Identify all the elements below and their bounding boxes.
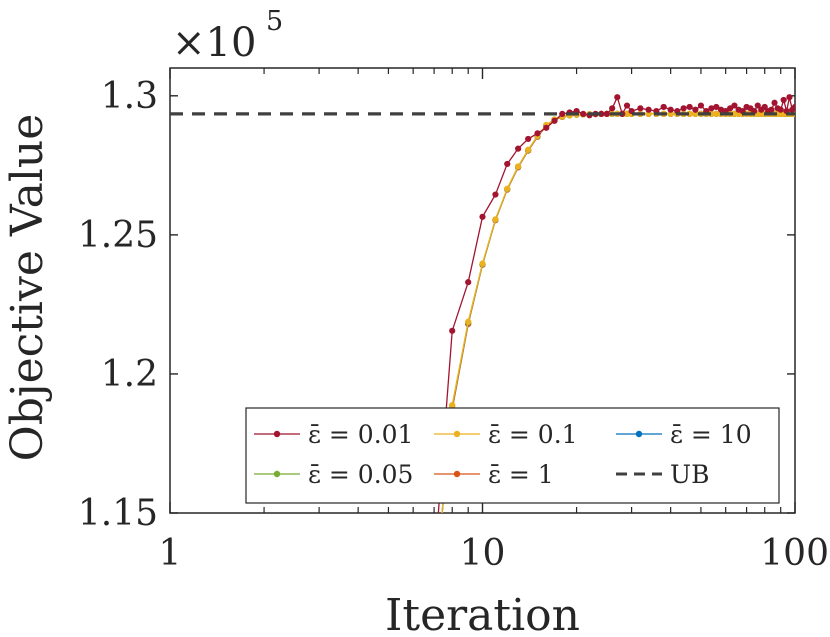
x-axis-title: Iteration [385,590,580,637]
legend-label: ε̄ = 0.01 [308,420,413,449]
series-point [761,103,768,111]
series-point [791,103,795,111]
legend-marker [453,470,461,478]
y-tick-label: 1.25 [78,215,158,256]
series-point [609,105,616,112]
minor-ticks [263,68,782,513]
y-axis-title: Objective Value [2,114,53,462]
legend: ε̄ = 0.01 ε̄ = 0.1 ε̄ = 10 ε̄ = 0.05 ε̄ = 1 U… [245,407,780,504]
series-point [667,106,674,113]
legend-entry: ε̄ = 0.1 [434,420,578,449]
series-point [771,99,778,106]
data-layer [170,94,795,572]
series-point [680,105,687,112]
series-point [777,106,784,113]
series-point [623,110,631,117]
series-point [492,216,499,223]
series-point [534,130,541,137]
legend-marker [453,430,461,438]
series-line [441,113,795,513]
series-point [525,135,532,143]
y-exponent-label: ×10 5 [172,6,283,66]
series-point [768,106,775,113]
y-exponent-power: 5 [266,6,283,37]
legend-label: UB [670,460,709,489]
series-line [441,113,795,513]
series-point [504,185,511,192]
series-4 [441,110,795,513]
series-point [492,191,499,198]
legend-label: ε̄ = 1 [488,460,554,489]
y-exponent-base: ×10 [172,20,256,66]
series-point [479,260,486,267]
series-1 [441,110,795,513]
series-point [479,213,486,220]
y-tick-label: 1.3 [101,76,158,117]
series-point [786,94,793,101]
legend-marker [273,430,281,438]
series-point [449,327,456,334]
legend-entry: ε̄ = 0.01 [254,420,413,449]
series-point [515,145,522,152]
legend-entry: ε̄ = 0.05 [254,460,413,489]
x-tick-label: 10 [460,533,506,574]
series-point [559,110,566,117]
series-point [713,110,720,117]
x-tick-label: 100 [760,533,829,574]
series-point [614,94,621,101]
legend-label: ε̄ = 10 [670,420,752,449]
series-point [754,102,761,109]
series-point [686,103,693,111]
series-2 [441,110,795,513]
legend-label: ε̄ = 0.1 [488,420,578,449]
legend-entry: UB [616,460,709,489]
legend-entry: ε̄ = 1 [434,460,554,489]
series-point [645,106,652,113]
legend-marker [635,430,643,438]
series-point [431,566,437,572]
series-point [708,105,715,112]
series-point [551,117,558,124]
series-point [449,401,456,409]
series-point [637,105,644,112]
series-line [441,113,795,513]
series-point [780,96,787,104]
series-point [465,279,472,286]
x-tick-label: 1 [159,533,182,574]
series-point [660,103,667,111]
y-tick-labels: 1.15 1.2 1.25 1.3 [78,76,158,534]
series-point [731,102,738,109]
series-point [525,146,532,153]
legend-marker [273,470,281,478]
series-point [623,102,631,109]
y-tick-label: 1.2 [101,354,158,395]
series-point [465,318,472,325]
legend-label: ε̄ = 0.05 [308,460,413,489]
y-tick-label: 1.15 [78,493,158,534]
series-point [697,102,705,109]
series-point [515,163,522,170]
series-point [603,110,610,117]
series-0 [431,94,795,572]
series-point [543,124,550,131]
plot-area [169,67,796,572]
legend-entry: ε̄ = 10 [616,420,752,449]
legend-box [245,407,780,504]
series-point [504,160,511,168]
series-3 [441,110,795,513]
series-point [580,110,587,117]
series-line [441,113,795,513]
series-point [713,103,720,111]
series-point [692,106,699,113]
x-tick-labels: 1 10 100 [159,533,829,574]
